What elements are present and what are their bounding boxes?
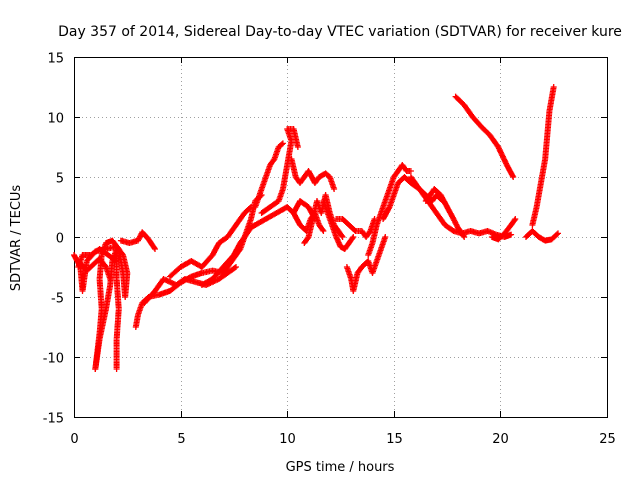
axis-ticks: 0 5 10 15 20 25 15 10 5 0 -5 -10 -15: [43, 52, 616, 448]
data-trace: [117, 229, 158, 252]
data-trace: [452, 93, 517, 180]
data-series: [71, 84, 561, 372]
x-tick-label: 10: [279, 432, 296, 447]
x-axis-label: GPS time / hours: [286, 460, 395, 475]
x-tick-label: 25: [599, 432, 616, 447]
data-trace: [333, 216, 378, 240]
data-trace: [258, 126, 301, 216]
y-tick-label: 0: [56, 232, 64, 247]
y-tick-label: 5: [56, 172, 64, 187]
x-tick-label: 5: [177, 432, 185, 447]
data-trace: [77, 255, 114, 282]
data-trace: [320, 198, 357, 252]
y-tick-label: -10: [43, 352, 64, 367]
y-tick-label: 10: [47, 112, 64, 127]
chart-title: Day 357 of 2014, Sidereal Day-to-day VTE…: [58, 24, 622, 40]
y-tick-label: -5: [51, 292, 64, 307]
data-trace: [288, 156, 338, 192]
data-trace: [488, 216, 519, 243]
data-trace: [343, 234, 389, 294]
data-trace: [252, 140, 286, 210]
data-trace: [365, 162, 414, 258]
grid: [74, 57, 607, 417]
y-axis-label: SDTVAR / TECUs: [9, 185, 24, 292]
data-trace: [529, 84, 557, 228]
data-trace: [523, 228, 561, 244]
y-tick-label: 15: [47, 52, 64, 67]
x-tick-label: 15: [386, 432, 403, 447]
data-trace: [166, 204, 254, 280]
data-trace: [422, 186, 468, 240]
x-tick-label: 0: [70, 432, 78, 447]
y-tick-label: -15: [43, 412, 64, 427]
x-tick-label: 20: [492, 432, 509, 447]
